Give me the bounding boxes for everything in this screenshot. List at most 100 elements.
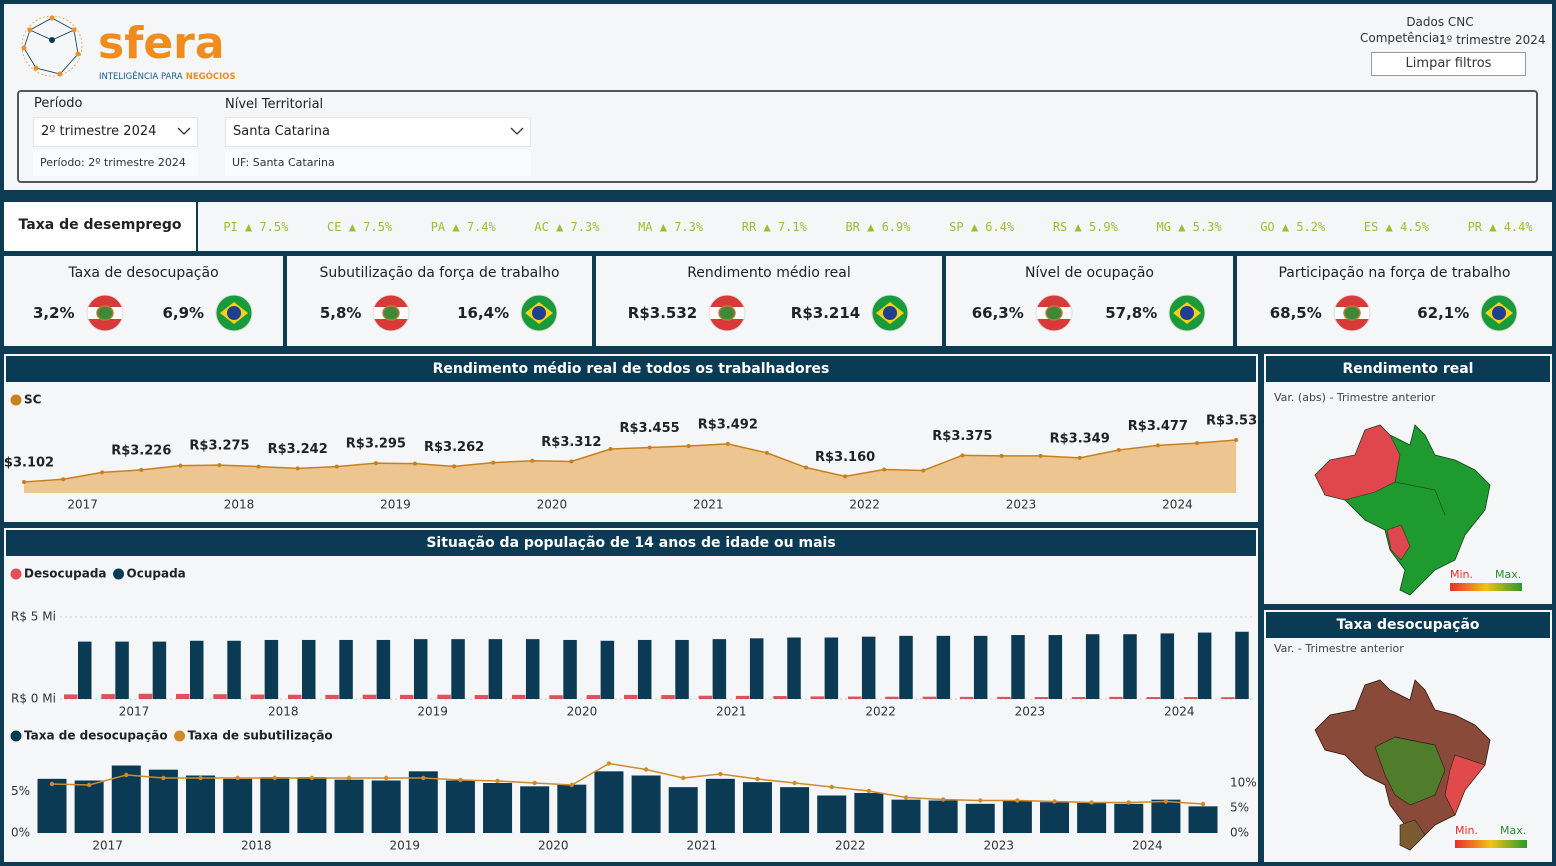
x-tick-label: 2019 [380, 498, 411, 512]
bar [376, 639, 391, 699]
kpi-sc-value: 68,5% [1269, 304, 1322, 322]
income-panel: Rendimento médio real de todos os trabal… [4, 354, 1258, 522]
period-dropdown[interactable]: 2º trimestre 2024 [33, 117, 198, 147]
bar [189, 640, 204, 699]
ticker-item: RR ▲ 7.1% [741, 219, 807, 234]
point [1052, 799, 1057, 804]
x-tick-label: 2023 [1006, 498, 1037, 512]
data-label: R$3.349 [1050, 431, 1110, 446]
brazil-flag [520, 294, 558, 332]
bar [1085, 634, 1100, 699]
x-tick-label: 2018 [241, 839, 272, 853]
kpi-sc-value: 3,2% [32, 304, 75, 322]
rates-chart: 0% 5% 0% 5% 10% 2017 2018 2019 2020 2021 2022 2023 2… [10, 729, 1257, 853]
point [606, 761, 612, 766]
bar [437, 694, 451, 699]
bar [698, 695, 713, 699]
x-tick-label: 2019 [389, 839, 420, 853]
flag-emblem [95, 305, 114, 321]
flag-globe [532, 306, 547, 320]
legend-label: SC [24, 393, 42, 407]
bar [1034, 697, 1049, 699]
ticker-item: SP ▲ 6.4% [949, 219, 1015, 234]
data-label: R$3.312 [541, 435, 601, 450]
filter-box: Período 2º trimestre 2024 Período: 2º tr… [17, 90, 1538, 183]
kpi-values: 68,5% 62,1% [1237, 293, 1552, 333]
point [491, 460, 496, 465]
legend-gradient [1455, 840, 1527, 848]
point [198, 775, 203, 781]
bar [1011, 635, 1025, 699]
bar [997, 696, 1011, 699]
point [686, 444, 691, 449]
flag-ring [708, 294, 746, 332]
kpi-card: Rendimento médio real R$3.532 R$3.214 [596, 256, 942, 346]
point [1155, 443, 1160, 448]
bar [899, 635, 913, 699]
bar [891, 799, 921, 833]
kpi-title: Participação na força de trabalho [1278, 265, 1511, 281]
kpi-sc: 5,8% [320, 293, 412, 333]
point [100, 470, 105, 475]
y2-tick-label: 10% [1230, 776, 1257, 790]
clear-filters-button[interactable]: Limpar filtros [1371, 52, 1526, 76]
legend-min: Min. [1455, 824, 1478, 837]
kpi-row: Taxa de desocupação 3,2% 6,9% Subutilização… [0, 256, 1556, 346]
point [61, 477, 66, 482]
x-tick-label: 2017 [92, 839, 123, 853]
legend-marker [10, 730, 22, 742]
kpi-title: Subutilização da força de trabalho [319, 265, 560, 281]
flag-stripe [86, 295, 123, 307]
kpi-br: 16,4% [457, 293, 559, 333]
territory-dropdown[interactable]: Santa Catarina [225, 117, 531, 147]
bar [474, 695, 489, 699]
flag-globe [227, 306, 242, 320]
bar [780, 787, 810, 833]
point [532, 780, 537, 786]
ticker-item: BR ▲ 6.9% [845, 219, 911, 234]
legend-label: Desocupada [24, 567, 107, 581]
point [866, 788, 872, 794]
point [139, 467, 144, 472]
flag-globe [883, 306, 898, 320]
bar [1123, 634, 1137, 699]
bar [817, 795, 847, 833]
kpi-card: Subutilização da força de trabalho 5,8% 16… [287, 256, 592, 346]
kpi-card: Taxa de desocupação 3,2% 6,9% [4, 256, 283, 346]
data-label: R$3.160 [815, 450, 875, 465]
tagline: INTELIGÊNCIA PARA [99, 70, 183, 82]
bar [260, 777, 290, 833]
ticker-item: ES ▲ 4.5% [1363, 219, 1429, 234]
kpi-title: Taxa de desocupação [68, 265, 219, 281]
map-subtitle: Var. (abs) - Trimestre anterior [1274, 391, 1436, 404]
bar [922, 696, 937, 699]
bar [563, 639, 577, 699]
flag-stripe [1035, 295, 1072, 307]
point [217, 463, 222, 468]
bar [1183, 697, 1198, 699]
ticker-item: PI ▲ 7.5% [223, 219, 289, 234]
point [921, 468, 926, 473]
dropdown-value: 2º trimestre 2024 [41, 124, 157, 139]
bar [287, 694, 302, 699]
kpi-br: R$3.214 [791, 293, 910, 333]
bar [928, 800, 958, 833]
flag-ring [1035, 294, 1073, 332]
bar [250, 694, 265, 699]
data-label: R$3.375 [932, 429, 992, 444]
bar [1151, 799, 1181, 833]
bar [301, 639, 316, 699]
sc-flag [1333, 294, 1371, 332]
kpi-values: R$3.532 R$3.214 [596, 293, 942, 333]
legend-marker [174, 730, 186, 742]
y-tick-label: R$ 5 Mi [11, 610, 56, 624]
map-subtitle: Var. - Trimestre anterior [1274, 642, 1404, 655]
point [346, 775, 352, 781]
flag-stripe [86, 319, 123, 331]
legend-max: Max. [1500, 824, 1526, 837]
x-tick-label: 2018 [224, 498, 255, 512]
kpi-br-value: 16,4% [457, 304, 510, 322]
bar [773, 696, 787, 699]
kpi-sc-value: R$3.532 [627, 304, 698, 322]
point [608, 446, 613, 451]
